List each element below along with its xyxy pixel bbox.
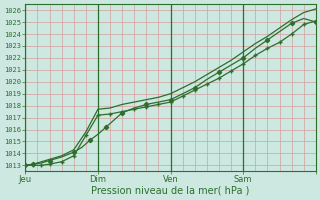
X-axis label: Pression niveau de la mer( hPa ): Pression niveau de la mer( hPa ) [92, 186, 250, 196]
